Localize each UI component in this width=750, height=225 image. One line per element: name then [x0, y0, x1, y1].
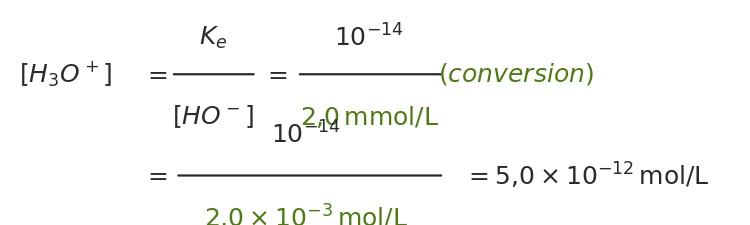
Text: $K_e$: $K_e$ [199, 25, 227, 51]
Text: $=$: $=$ [263, 63, 289, 86]
Text: $10^{-14}$: $10^{-14}$ [271, 122, 341, 148]
Text: $2{,}0\times10^{-3}\,\mathrm{mol/L}$: $2{,}0\times10^{-3}\,\mathrm{mol/L}$ [204, 203, 408, 225]
Text: $10^{-14}$: $10^{-14}$ [334, 25, 404, 52]
Text: $=$: $=$ [143, 164, 169, 187]
Text: $\left[H_3O^+\right]$: $\left[H_3O^+\right]$ [19, 60, 112, 89]
Text: $=$: $=$ [143, 63, 169, 86]
Text: $\mathit{(conversion)}$: $\mathit{(conversion)}$ [438, 61, 594, 87]
Text: $\left[HO^-\right]$: $\left[HO^-\right]$ [172, 104, 254, 130]
Text: $=5{,}0\times10^{-12}\,\mathrm{mol/L}$: $=5{,}0\times10^{-12}\,\mathrm{mol/L}$ [464, 160, 710, 191]
Text: $2{,}0\,\mathrm{mmol/L}$: $2{,}0\,\mathrm{mmol/L}$ [299, 104, 439, 130]
